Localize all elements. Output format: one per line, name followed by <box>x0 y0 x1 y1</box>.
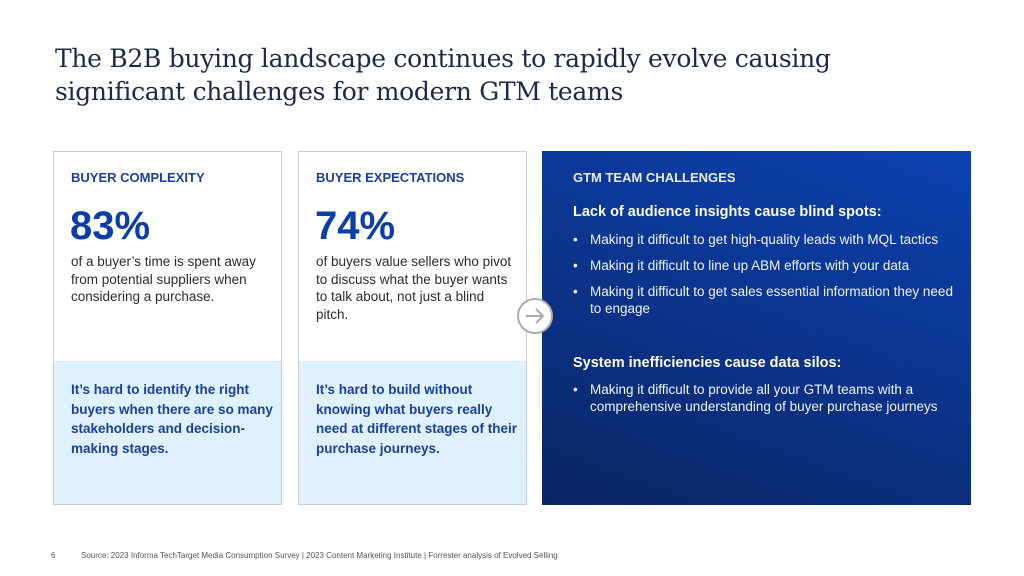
list-item: • Making it difficult to get high-quality… <box>573 231 953 248</box>
card-heading: BUYER EXPECTATIONS <box>316 170 465 185</box>
list-item-text: Making it difficult to get sales essenti… <box>590 284 953 316</box>
list-item: • Making it difficult to line up ABM effo… <box>573 257 953 274</box>
challenge-group-title: System inefficiencies cause data silos: <box>573 355 842 371</box>
list-item-text: Making it difficult to line up ABM effor… <box>590 258 910 273</box>
buyer-complexity-card: BUYER COMPLEXITY 83% of a buyer’s time i… <box>53 151 282 505</box>
gtm-challenges-panel: GTM TEAM CHALLENGES Lack of audience ins… <box>542 151 971 505</box>
bullet: • <box>573 382 578 397</box>
card-heading: BUYER COMPLEXITY <box>71 170 205 185</box>
challenge-group-title: Lack of audience insights cause blind sp… <box>573 204 882 220</box>
arrow-right-circle-icon <box>517 298 553 334</box>
card-takeaway: It’s hard to identify the right buyers w… <box>71 382 273 456</box>
list-item-text: Making it difficult to provide all your … <box>590 382 938 414</box>
source-note: Source: 2023 Informa TechTarget Media Co… <box>81 551 558 560</box>
bullet: • <box>573 284 578 299</box>
card-takeaway: It’s hard to build without knowing what … <box>316 382 518 456</box>
list-item: • Making it difficult to provide all your… <box>573 381 953 415</box>
page-title: The B2B buying landscape continues to ra… <box>55 44 831 106</box>
bullet: • <box>573 232 578 247</box>
page-number: 6 <box>51 551 56 560</box>
challenge-list: • Making it difficult to get high-quality… <box>573 231 953 326</box>
buyer-expectations-card: BUYER EXPECTATIONS 74% of buyers value s… <box>298 151 527 505</box>
card-description: of buyers value sellers who pivot to dis… <box>316 254 512 322</box>
bullet: • <box>573 258 578 273</box>
list-item: • Making it difficult to get sales essent… <box>573 283 953 317</box>
card-description: of a buyer’s time is spent away from pot… <box>71 254 256 304</box>
card-takeaway-section: It’s hard to build without knowing what … <box>299 361 526 504</box>
card-takeaway-section: It’s hard to identify the right buyers w… <box>54 361 281 504</box>
card-stat: 74% <box>315 204 396 248</box>
challenge-list: • Making it difficult to provide all your… <box>573 381 953 424</box>
list-item-text: Making it difficult to get high-quality … <box>590 232 939 247</box>
card-stat: 83% <box>70 204 151 248</box>
panel-heading: GTM TEAM CHALLENGES <box>573 170 736 185</box>
